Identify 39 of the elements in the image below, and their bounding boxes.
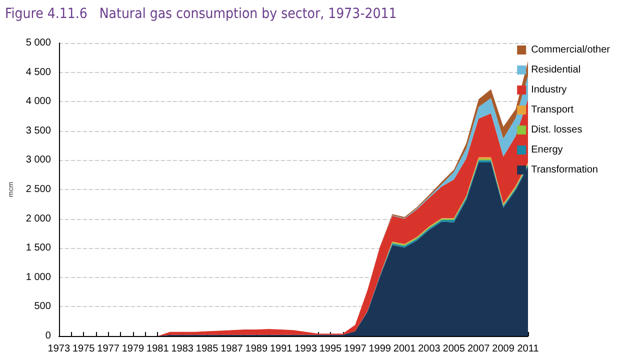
legend-label: Transformation (531, 164, 598, 176)
x-tick-label: 1999 (368, 344, 392, 354)
y-tick-label: 2 500 (26, 184, 52, 195)
y-tick-label: 1 000 (26, 272, 52, 283)
y-tick-label: 3 500 (26, 125, 52, 136)
legend-label: Transport (531, 104, 574, 116)
x-tick-label: 1991 (270, 344, 293, 354)
chart-title: Figure 4.11.6 Natural gas consumption by sector, 1973-2011 (5, 6, 397, 22)
x-tick-label: 1995 (319, 344, 342, 354)
x-tick-label: 2007 (468, 344, 490, 354)
x-tick-label: 1975 (72, 344, 96, 354)
y-tick-label: 5 000 (26, 38, 52, 48)
y-tick-label: 4 500 (26, 66, 52, 78)
x-tick-label: 2011 (517, 344, 540, 354)
x-tick-label: 1993 (294, 344, 318, 354)
x-tick-label: 2009 (492, 344, 515, 354)
x-tick-label: 1983 (171, 344, 194, 354)
x-tick-label: 1985 (196, 344, 219, 354)
x-tick-label: 1981 (146, 344, 170, 354)
y-tick-label: 2 000 (26, 213, 52, 224)
x-tick-label: 2001 (393, 344, 416, 354)
x-tick-label: 1987 (220, 344, 244, 354)
legend-label: Industry (531, 84, 567, 96)
y-tick-label: 0 (45, 330, 52, 342)
y-tick-label: 1 500 (26, 242, 52, 254)
x-tick-label: 1989 (245, 344, 268, 354)
y-tick-label: 500 (34, 301, 52, 312)
x-tick-label: 1977 (97, 344, 120, 354)
y-tick-label: 3 000 (26, 154, 52, 166)
x-tick-label: 1997 (344, 344, 367, 354)
x-tick-label: 2003 (418, 344, 441, 354)
x-tick-label: 1979 (122, 344, 145, 354)
legend-label: Commercial/other (531, 44, 611, 56)
x-tick-label: 1973 (48, 344, 70, 354)
legend-label: Residential (531, 64, 581, 76)
legend-label: Dist. losses (531, 124, 582, 136)
y-tick-label: 4 000 (26, 96, 52, 108)
legend-label: Energy (531, 144, 563, 156)
x-tick-label: 2005 (442, 344, 466, 354)
